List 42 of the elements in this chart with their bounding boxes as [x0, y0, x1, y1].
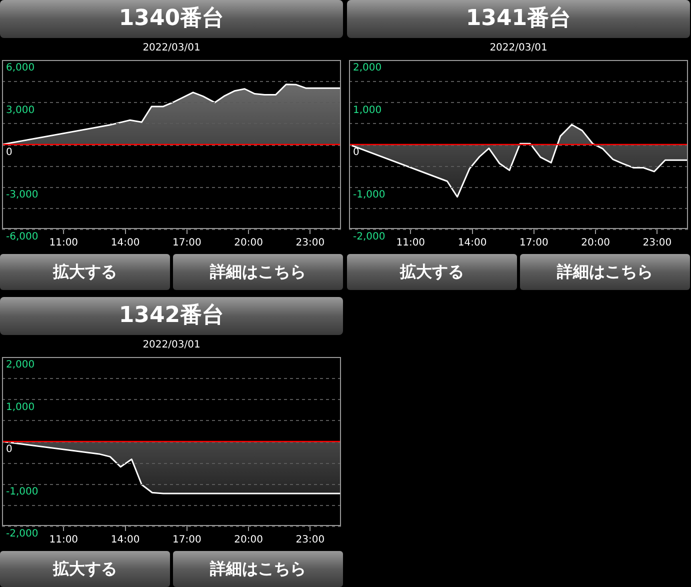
x-tick-label: 20:00: [234, 238, 263, 249]
chart-title: 1341番台: [347, 0, 690, 38]
x-tick-label: 17:00: [172, 534, 202, 546]
x-tick-label: 17:00: [172, 238, 202, 249]
chart-subtitle: 2022/03/01: [490, 42, 548, 54]
text: 拡大する: [0, 254, 170, 290]
x-tick-label: 14:00: [110, 238, 140, 249]
chart-title: 1340番台: [0, 0, 343, 38]
x-tick-label: 23:00: [642, 238, 672, 249]
y-tick-label: -6,000: [6, 232, 38, 243]
y-tick-label: 1,000: [353, 104, 382, 116]
y-tick-label: 0: [353, 147, 360, 158]
y-tick-label: 2,000: [6, 360, 35, 371]
y-tick-label: -2,000: [6, 528, 38, 540]
text: 拡大する: [347, 254, 517, 290]
text: 詳細はこちら: [173, 254, 343, 290]
text: 詳細はこちら: [173, 551, 343, 587]
x-tick-label: 23:00: [296, 238, 325, 249]
y-tick-label: 2,000: [353, 62, 382, 74]
text: 拡大する: [0, 551, 170, 587]
x-tick-label: 11:00: [396, 238, 426, 249]
y-tick-label: -1,000: [353, 189, 386, 200]
y-tick-label: -3,000: [6, 189, 38, 200]
x-tick-label: 20:00: [234, 534, 263, 546]
y-tick-label: -1,000: [6, 486, 38, 498]
x-tick-label: 11:00: [49, 238, 78, 249]
y-tick-label: 0: [6, 147, 12, 158]
x-tick-label: 11:00: [49, 534, 78, 546]
y-tick-label: 1,000: [6, 402, 35, 413]
chart-title: 1342番台: [0, 297, 343, 335]
y-tick-label: 6,000: [6, 62, 35, 74]
x-tick-label: 17:00: [519, 238, 548, 249]
y-tick-label: 3,000: [6, 104, 35, 116]
y-tick-label: 0: [6, 444, 12, 456]
text: 詳細はこちら: [520, 254, 690, 290]
chart-subtitle: 2022/03/01: [142, 42, 200, 54]
x-tick-label: 14:00: [110, 534, 140, 546]
x-tick-label: 20:00: [581, 238, 610, 249]
x-tick-label: 23:00: [296, 534, 325, 546]
chart-subtitle: 2022/03/01: [142, 340, 200, 351]
y-tick-label: -2,000: [353, 232, 386, 243]
x-tick-label: 14:00: [458, 238, 487, 249]
